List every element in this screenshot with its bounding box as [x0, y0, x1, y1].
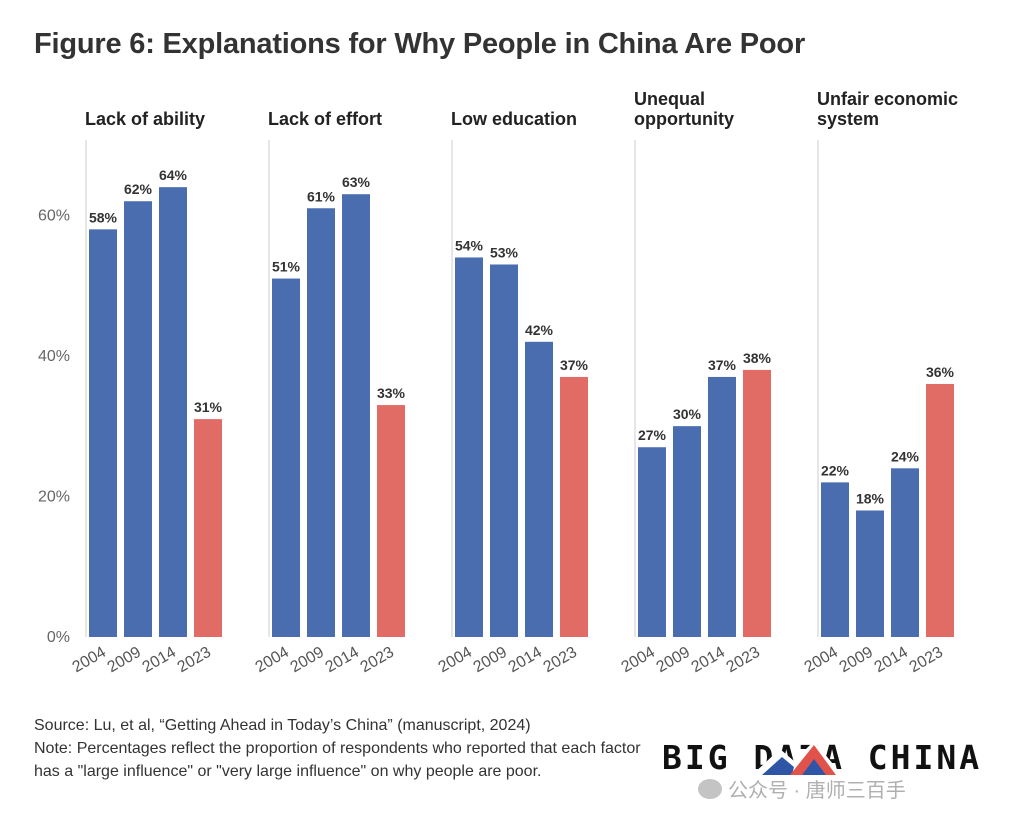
data-label: 37%	[708, 357, 737, 373]
data-label: 61%	[307, 188, 336, 204]
bar	[377, 405, 405, 637]
bar	[638, 447, 666, 637]
panel-title: Lack of ability	[85, 109, 205, 129]
data-label: 22%	[821, 462, 850, 478]
bar	[821, 482, 849, 637]
data-label: 31%	[194, 399, 223, 415]
y-tick-label: 40%	[38, 348, 70, 365]
x-tick-label: 2023	[358, 644, 397, 677]
x-tick-label: 2004	[802, 644, 841, 677]
data-label: 51%	[272, 259, 301, 275]
data-label: 42%	[525, 322, 554, 338]
data-label: 18%	[856, 490, 885, 506]
x-tick-label: 2009	[654, 644, 693, 677]
bar	[342, 194, 370, 637]
x-tick-label: 2014	[323, 644, 362, 677]
x-tick-label: 2014	[872, 644, 911, 677]
mountain-logo-icon	[752, 741, 842, 775]
x-tick-label: 2009	[837, 644, 876, 677]
panel-title: system	[817, 109, 879, 129]
x-tick-label: 2009	[288, 644, 327, 677]
bar	[856, 510, 884, 637]
footer: Source: Lu, et al, “Getting Ahead in Tod…	[34, 714, 659, 783]
data-label: 37%	[560, 357, 589, 373]
bar	[743, 369, 771, 637]
bar	[455, 257, 483, 637]
x-tick-label: 2004	[70, 644, 109, 677]
bar	[307, 208, 335, 637]
x-tick-label: 2023	[175, 644, 214, 677]
bar	[490, 264, 518, 637]
x-tick-label: 2009	[105, 644, 144, 677]
data-label: 27%	[638, 427, 667, 443]
bar	[560, 376, 588, 637]
bar	[891, 468, 919, 637]
panel-title: Lack of effort	[268, 109, 382, 129]
x-tick-label: 2004	[436, 644, 475, 677]
note-text: Note: Percentages reflect the proportion…	[34, 740, 641, 780]
x-tick-label: 2004	[253, 644, 292, 677]
chart-title: Figure 6: Explanations for Why People in…	[34, 28, 806, 60]
panel-title: Unfair economic	[817, 89, 958, 109]
data-label: 38%	[743, 350, 772, 366]
bar	[89, 229, 117, 638]
source-text: Source: Lu, et al, “Getting Ahead in Tod…	[34, 717, 531, 734]
data-label: 24%	[891, 448, 920, 464]
bar	[194, 419, 222, 637]
y-tick-label: 20%	[38, 488, 70, 505]
bar	[525, 341, 553, 637]
data-label: 63%	[342, 174, 371, 190]
x-tick-label: 2014	[506, 644, 545, 677]
bar-chart: 0% 20% 40% 60% Lack of ability 58% 2004 62% 2009…	[38, 89, 958, 677]
watermark: 公众号 · 唐师三百手	[698, 774, 906, 803]
panel-title: opportunity	[634, 109, 734, 129]
bar	[272, 278, 300, 637]
data-label: 54%	[455, 237, 484, 253]
data-label: 64%	[159, 167, 188, 183]
y-tick-label: 60%	[38, 207, 70, 224]
bar	[124, 201, 152, 637]
data-label: 62%	[124, 181, 153, 197]
data-label: 36%	[926, 364, 955, 380]
x-tick-label: 2014	[140, 644, 179, 677]
data-label: 58%	[89, 209, 118, 225]
x-tick-label: 2004	[619, 644, 658, 677]
bar	[673, 426, 701, 637]
data-label: 30%	[673, 406, 702, 422]
x-tick-label: 2023	[907, 644, 946, 677]
bar	[159, 187, 187, 637]
x-tick-label: 2023	[724, 644, 763, 677]
x-tick-label: 2014	[689, 644, 728, 677]
data-label: 33%	[377, 385, 406, 401]
panel-title: Low education	[451, 109, 577, 129]
x-tick-label: 2009	[471, 644, 510, 677]
x-tick-label: 2023	[541, 644, 580, 677]
data-label: 53%	[490, 244, 519, 260]
panel-title: Unequal	[634, 89, 705, 109]
watermark-text: 公众号 · 唐师三百手	[728, 780, 906, 802]
bar	[708, 376, 736, 637]
y-tick-label: 0%	[47, 629, 70, 646]
wechat-icon	[698, 778, 722, 799]
bar	[926, 383, 954, 637]
